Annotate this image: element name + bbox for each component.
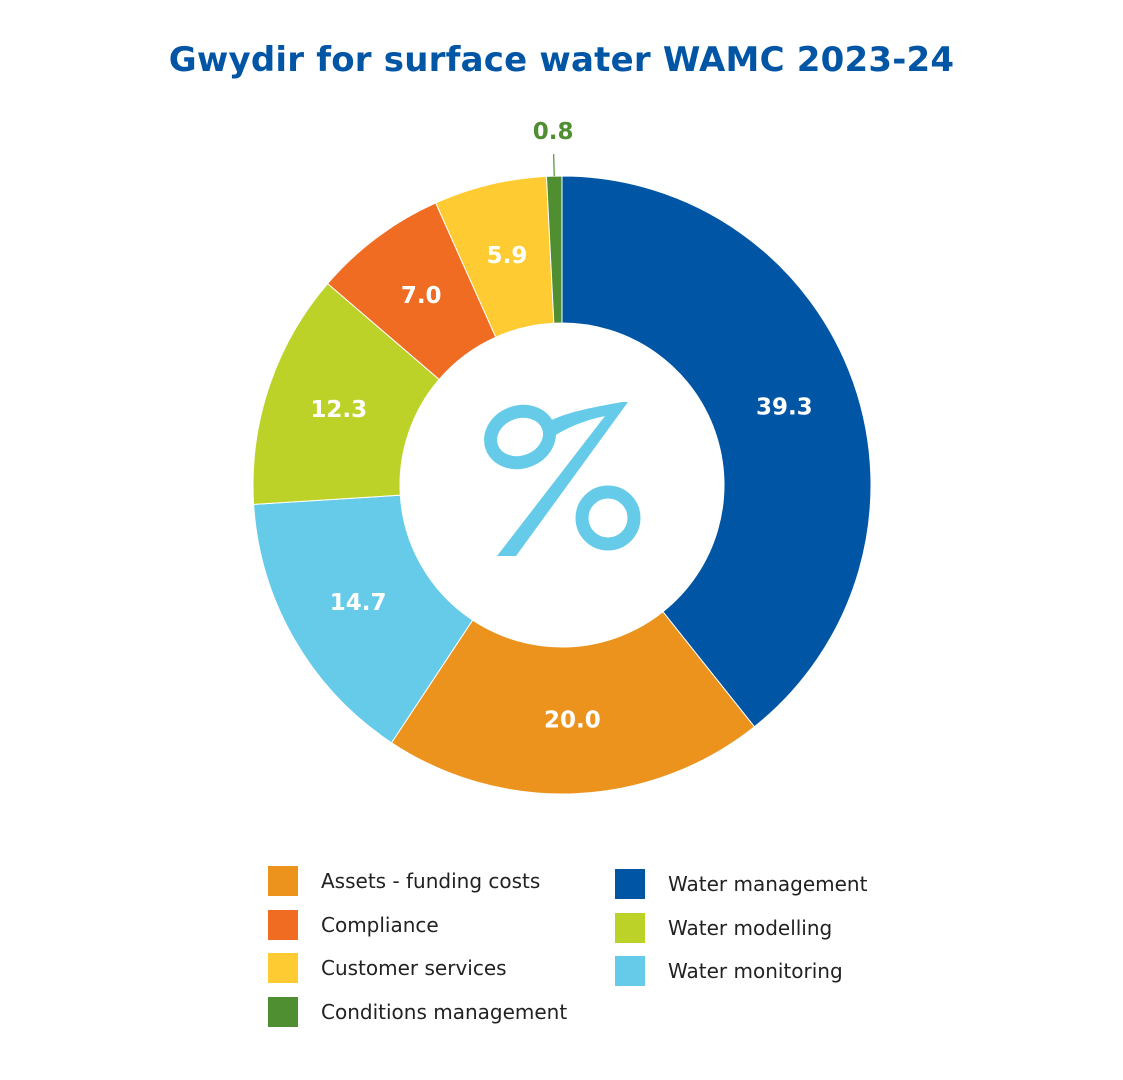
chart-title: Gwydir for surface water WAMC 2023-24 [168,40,955,80]
slices-layer [252,175,872,795]
legend-swatch [268,996,298,1027]
legend-item: Compliance [268,909,439,940]
legend-label: Conditions management [321,999,568,1024]
legend-item: Water monitoring [615,956,843,986]
slice-conditions-management [545,175,563,324]
legend-swatch [268,953,298,983]
slice-water-management [561,175,872,728]
legend-item: Water management [615,869,867,899]
slice-water-modelling [252,282,440,505]
legend-label: Water monitoring [668,959,843,983]
data-label: 12.3 [310,397,367,423]
legend-label: Water management [668,872,868,896]
legend-item: Water modelling [615,912,833,943]
percent-slash [497,402,628,556]
slice-assets-funding-costs [390,611,756,795]
leader-line [553,154,555,177]
percent-icon [484,402,641,556]
legend-swatch [615,912,645,943]
data-label: 7.0 [401,283,442,309]
percent-lower-circle [575,485,641,551]
data-label: 20.0 [544,707,601,733]
legend-swatch [615,869,645,899]
legend-swatch [615,956,645,986]
legend-label: Customer services [321,956,507,980]
legend-item: Customer services [268,953,507,983]
legend-item: Assets - funding costs [268,866,540,896]
legend-label: Assets - funding costs [321,869,541,893]
legend-item: Conditions management [268,996,568,1027]
slice-water-monitoring [253,494,474,744]
data-label: 39.3 [756,394,813,420]
labels-layer: 39.3 20.0 14.7 12.3 7.0 5.9 0.8 [310,119,812,733]
percent-upper-circle [484,404,556,470]
legend-label: Water modelling [668,915,833,940]
legend-swatch [268,866,298,896]
legend-swatch [268,909,298,940]
data-label: 5.9 [487,243,528,269]
data-label: 0.8 [533,119,574,145]
data-label: 14.7 [330,590,387,616]
legend-label: Compliance [321,912,439,937]
